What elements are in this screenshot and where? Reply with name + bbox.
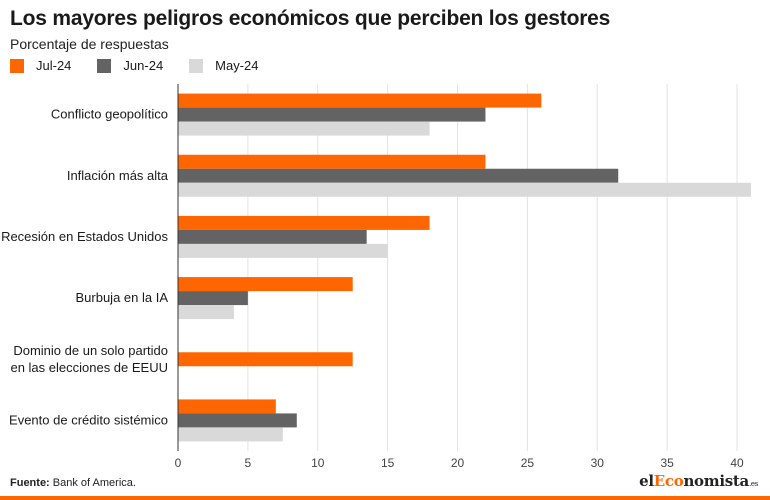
bar-jul-24-cat-2 (178, 215, 430, 230)
legend-item-may24: May-24 (189, 58, 259, 73)
logo-domain: .es (748, 480, 758, 488)
x-tick-label-35: 35 (660, 456, 674, 470)
category-label-1: Inflación más alta (67, 168, 169, 183)
chart-subtitle: Porcentaje de respuestas (10, 36, 169, 52)
bar-jul-24-cat-1 (178, 154, 486, 169)
legend-swatch-jun24 (97, 58, 112, 73)
bar-jun-24-cat-0 (178, 107, 486, 122)
x-tick-label-40: 40 (730, 456, 744, 470)
brand-logo: elEconomista.es (639, 472, 758, 490)
bar-may-24-cat-0 (178, 121, 430, 136)
x-tick-label-0: 0 (175, 456, 182, 470)
bar-jun-24-cat-1 (178, 168, 619, 183)
chart-title: Los mayores peligros económicos que perc… (10, 7, 611, 30)
legend-label-jul24: Jul-24 (36, 58, 72, 73)
category-label-5: Evento de crédito sistémico (9, 412, 168, 427)
bar-jul-24-cat-3 (178, 277, 353, 292)
bar-jul-24-cat-5 (178, 399, 276, 414)
x-tick-label-15: 15 (381, 456, 395, 470)
bar-jul-24-cat-0 (178, 93, 542, 108)
logo-prefix: el (639, 472, 654, 490)
logo-accent: Eco (653, 472, 684, 490)
category-label-4-line-1: en las elecciones de EEUU (10, 360, 168, 375)
legend-swatch-may24 (189, 58, 204, 73)
x-tick-label-30: 30 (591, 456, 605, 470)
category-label-4-line-0: Dominio de un solo partido (13, 343, 168, 358)
legend-label-may24: May-24 (215, 58, 259, 73)
legend-label-jun24: Jun-24 (123, 58, 164, 73)
bar-may-24-cat-1 (178, 182, 751, 197)
category-label-2: Recesión en Estados Unidos (1, 229, 168, 244)
bar-jun-24-cat-2 (178, 229, 367, 244)
category-label-3: Burbuja en la IA (75, 290, 168, 305)
logo-suffix: nomista (683, 472, 749, 490)
x-tick-label-20: 20 (451, 456, 465, 470)
bar-jul-24-cat-4 (178, 352, 353, 367)
legend-swatch-jul24 (10, 58, 24, 73)
x-tick-label-5: 5 (245, 456, 252, 470)
x-tick-label-25: 25 (521, 456, 535, 470)
category-label-0: Conflicto geopolítico (51, 107, 168, 122)
source-note: Fuente: Bank of America. (10, 477, 136, 489)
legend: Jul-24 Jun-24 May-24 (10, 58, 285, 73)
bar-jun-24-cat-5 (178, 413, 297, 428)
bar-may-24-cat-5 (178, 427, 283, 442)
source-label: Fuente: (10, 477, 50, 489)
x-tick-label-10: 10 (311, 456, 325, 470)
legend-item-jul24: Jul-24 (10, 58, 71, 73)
bar-may-24-cat-2 (178, 243, 388, 258)
legend-item-jun24: Jun-24 (97, 58, 163, 73)
bottom-accent-bar (0, 496, 770, 500)
bar-may-24-cat-3 (178, 305, 234, 320)
bar-jun-24-cat-3 (178, 291, 248, 306)
source-text: Bank of America. (52, 477, 136, 489)
